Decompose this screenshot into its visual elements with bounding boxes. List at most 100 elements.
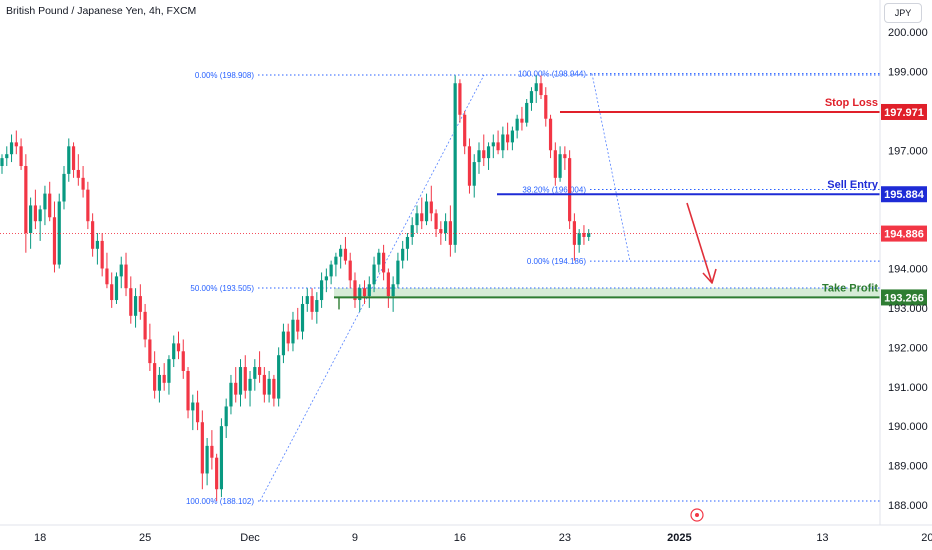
candle[interactable] — [219, 418, 224, 498]
candle[interactable] — [477, 142, 481, 174]
candle[interactable] — [577, 229, 581, 253]
candle[interactable] — [544, 87, 548, 127]
candle[interactable] — [520, 106, 524, 131]
candle[interactable] — [124, 252, 128, 297]
candle[interactable] — [463, 110, 467, 155]
candle[interactable] — [339, 244, 343, 269]
candle[interactable] — [215, 453, 219, 502]
candle[interactable] — [319, 272, 324, 308]
candle[interactable] — [486, 142, 491, 170]
candle[interactable] — [176, 331, 181, 360]
candle[interactable] — [382, 244, 386, 281]
candle[interactable] — [224, 398, 228, 438]
candle[interactable] — [453, 75, 457, 253]
candle[interactable] — [410, 217, 414, 245]
candle[interactable] — [343, 236, 348, 265]
candle[interactable] — [5, 146, 9, 167]
candle[interactable] — [300, 296, 305, 340]
candle[interactable] — [76, 154, 80, 186]
clock-target-icon[interactable] — [690, 508, 704, 522]
candle[interactable] — [86, 181, 90, 230]
candle[interactable] — [238, 359, 243, 407]
candle[interactable] — [9, 134, 14, 163]
candle[interactable] — [496, 130, 500, 155]
candle[interactable] — [324, 268, 328, 293]
candle[interactable] — [286, 323, 290, 352]
candle[interactable] — [191, 394, 195, 431]
currency-button[interactable]: JPY — [884, 3, 922, 23]
candle[interactable] — [24, 154, 28, 253]
candle[interactable] — [186, 367, 190, 419]
candle[interactable] — [510, 126, 514, 151]
candle[interactable] — [429, 185, 433, 222]
candle[interactable] — [138, 284, 142, 320]
candle[interactable] — [253, 359, 257, 391]
candle[interactable] — [515, 114, 519, 139]
candle[interactable] — [148, 323, 152, 371]
candle[interactable] — [553, 142, 557, 186]
candle[interactable] — [114, 272, 119, 304]
candle[interactable] — [143, 303, 147, 348]
candle[interactable] — [467, 138, 472, 194]
candle[interactable] — [210, 430, 214, 470]
candle[interactable] — [424, 193, 429, 226]
candle[interactable] — [234, 367, 238, 403]
candle[interactable] — [448, 205, 452, 257]
candle[interactable] — [506, 122, 510, 151]
candle[interactable] — [367, 276, 371, 308]
candle[interactable] — [71, 142, 76, 178]
candle[interactable] — [401, 240, 405, 269]
candle[interactable] — [329, 260, 333, 285]
candle[interactable] — [587, 229, 591, 241]
candle[interactable] — [229, 374, 233, 415]
candle[interactable] — [81, 166, 85, 198]
candle[interactable] — [458, 79, 462, 123]
candle[interactable] — [310, 288, 314, 320]
candle[interactable] — [529, 87, 534, 111]
candle[interactable] — [362, 280, 367, 304]
candle[interactable] — [296, 307, 300, 340]
candle[interactable] — [52, 201, 57, 273]
candle[interactable] — [472, 154, 476, 198]
candle[interactable] — [153, 351, 157, 399]
candle[interactable] — [110, 272, 114, 308]
candle[interactable] — [67, 138, 71, 182]
candle[interactable] — [420, 197, 424, 230]
candle[interactable] — [95, 233, 99, 265]
candle[interactable] — [119, 256, 123, 289]
candle[interactable] — [100, 233, 104, 277]
candle[interactable] — [181, 339, 185, 379]
candle[interactable] — [172, 335, 176, 368]
candle[interactable] — [348, 252, 352, 289]
candle[interactable] — [444, 213, 448, 241]
candle[interactable] — [558, 146, 562, 182]
candle[interactable] — [491, 134, 495, 159]
candle[interactable] — [200, 410, 204, 490]
candle[interactable] — [291, 311, 295, 352]
candle[interactable] — [248, 370, 252, 407]
candle[interactable] — [568, 150, 572, 230]
candle[interactable] — [29, 197, 33, 249]
candle[interactable] — [91, 213, 95, 257]
candle[interactable] — [563, 146, 567, 170]
candle[interactable] — [267, 370, 271, 403]
candle[interactable] — [548, 114, 553, 159]
candle[interactable] — [386, 268, 390, 308]
candle[interactable] — [257, 351, 262, 383]
candle[interactable] — [262, 367, 266, 403]
candle[interactable] — [14, 130, 18, 155]
candle[interactable] — [57, 193, 61, 269]
candle[interactable] — [38, 205, 42, 241]
candle[interactable] — [415, 205, 419, 234]
candle[interactable] — [434, 209, 438, 237]
candle[interactable] — [482, 134, 486, 167]
candle[interactable] — [272, 374, 276, 407]
candle[interactable] — [334, 252, 338, 277]
candle[interactable] — [534, 75, 538, 103]
candle[interactable] — [353, 272, 357, 308]
candle[interactable] — [157, 367, 162, 403]
candle[interactable] — [372, 256, 376, 293]
candle[interactable] — [405, 233, 410, 261]
candle[interactable] — [0, 154, 4, 174]
